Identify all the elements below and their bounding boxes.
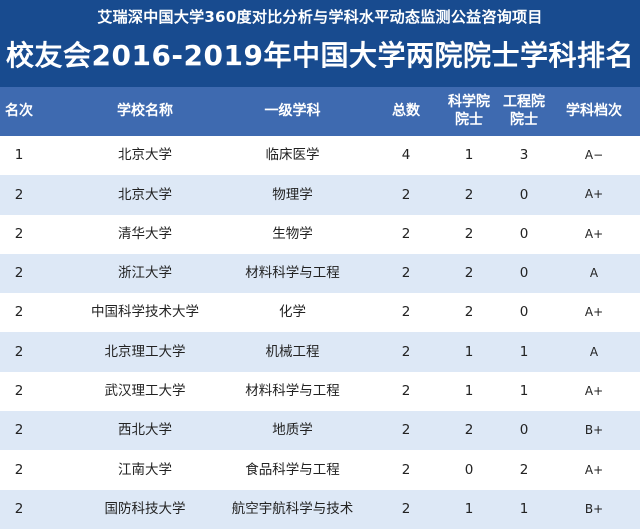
cell-school: 国防科技大学 [104, 500, 186, 517]
cell-grade: A− [584, 148, 604, 163]
header-total: 总数 [392, 102, 420, 119]
cell-cas: 1 [464, 382, 474, 399]
cell-rank: 2 [14, 225, 24, 242]
cell-grade: A+ [584, 226, 604, 241]
cell-cas: 1 [464, 343, 474, 360]
table-row: 2 国防科技大学 航空宇航科学与技术 2 1 1 B+ [0, 489, 640, 529]
cell-school: 中国科学技术大学 [91, 304, 199, 321]
cell-cae: 0 [519, 304, 529, 321]
header-cae: 工程院 院士 [503, 94, 545, 128]
cell-total: 2 [401, 461, 411, 478]
cell-grade: A+ [584, 305, 604, 320]
cell-rank: 2 [14, 422, 24, 439]
cell-rank: 2 [14, 461, 24, 478]
header-subject: 一级学科 [264, 102, 321, 119]
cell-cas: 2 [464, 422, 474, 439]
table-body: 1 北京大学 临床医学 4 1 3 A− 2 北京大学 物理学 2 2 0 A+… [0, 136, 640, 529]
cell-school: 北京大学 [118, 147, 172, 164]
cell-total: 2 [401, 343, 411, 360]
table-row: 2 西北大学 地质学 2 2 0 B+ [0, 411, 640, 451]
cell-grade: A [589, 344, 599, 359]
cell-subject: 材料科学与工程 [245, 382, 340, 399]
cell-subject: 材料科学与工程 [245, 265, 340, 282]
cell-subject: 地质学 [272, 422, 313, 439]
header-grade: 学科档次 [566, 102, 622, 119]
cell-cae: 0 [519, 265, 529, 282]
cell-cae: 0 [519, 422, 529, 439]
page-title: 校友会2016-2019年中国大学两院院士学科排名 [6, 39, 634, 72]
page-subtitle: 艾瑞深中国大学360度对比分析与学科水平动态监测公益咨询项目 [97, 8, 543, 26]
cell-subject: 生物学 [272, 225, 313, 242]
cell-total: 2 [401, 304, 411, 321]
cell-cae: 1 [519, 500, 529, 517]
cell-total: 2 [401, 265, 411, 282]
cell-school: 江南大学 [118, 461, 172, 478]
cell-cas: 1 [464, 147, 474, 164]
table-row: 1 北京大学 临床医学 4 1 3 A− [0, 136, 640, 176]
header-school: 学校名称 [117, 102, 173, 119]
cell-rank: 2 [14, 500, 24, 517]
cell-cas: 2 [464, 225, 474, 242]
cell-total: 2 [401, 382, 411, 399]
cell-rank: 2 [14, 265, 24, 282]
cell-cas: 0 [464, 461, 474, 478]
table-row: 2 武汉理工大学 材料科学与工程 2 1 1 A+ [0, 371, 640, 412]
cell-total: 4 [401, 147, 411, 164]
cell-cas: 2 [464, 186, 474, 203]
cell-cas: 1 [464, 500, 474, 517]
cell-total: 2 [401, 186, 411, 203]
header-cas: 科学院 院士 [448, 94, 490, 128]
cell-grade: A+ [584, 187, 604, 202]
cell-grade: A+ [584, 462, 604, 477]
table-row: 2 北京大学 物理学 2 2 0 A+ [0, 175, 640, 215]
cell-grade: B+ [584, 501, 604, 516]
cell-cae: 1 [519, 343, 529, 360]
table-row: 2 中国科学技术大学 化学 2 2 0 A+ [0, 293, 640, 333]
cell-rank: 2 [14, 304, 24, 321]
cell-rank: 2 [14, 382, 24, 399]
cell-grade: A [589, 266, 599, 281]
header-rank: 名次 [5, 102, 33, 119]
cell-total: 2 [401, 500, 411, 517]
table-row: 2 江南大学 食品科学与工程 2 0 2 A+ [0, 450, 640, 490]
cell-subject: 化学 [279, 304, 306, 321]
cell-cae: 0 [519, 225, 529, 242]
table-header: 名次 学校名称 一级学科 总数 科学院 院士 工程院 院士 学科档次 [0, 87, 640, 136]
cell-cae: 2 [519, 461, 529, 478]
cell-subject: 物理学 [272, 186, 313, 203]
cell-school: 西北大学 [118, 422, 172, 439]
cell-grade: B+ [584, 423, 604, 438]
cell-subject: 机械工程 [265, 343, 320, 360]
cell-total: 2 [401, 225, 411, 242]
cell-cae: 3 [519, 147, 529, 164]
cell-subject: 临床医学 [265, 147, 320, 164]
cell-cas: 2 [464, 304, 474, 321]
cell-school: 浙江大学 [118, 265, 172, 282]
cell-subject: 航空宇航科学与技术 [231, 500, 354, 517]
cell-school: 北京大学 [118, 186, 172, 203]
cell-total: 2 [401, 422, 411, 439]
cell-subject: 食品科学与工程 [245, 461, 340, 478]
cell-school: 武汉理工大学 [104, 382, 186, 399]
table-row: 2 北京理工大学 机械工程 2 1 1 A [0, 332, 640, 372]
table-row: 2 清华大学 生物学 2 2 0 A+ [0, 214, 640, 254]
cell-school: 北京理工大学 [104, 343, 186, 360]
cell-grade: A+ [584, 383, 604, 398]
cell-rank: 2 [14, 343, 24, 360]
cell-school: 清华大学 [118, 225, 172, 242]
table-row: 2 浙江大学 材料科学与工程 2 2 0 A [0, 253, 640, 294]
cell-cae: 0 [519, 186, 529, 203]
cell-cae: 1 [519, 382, 529, 399]
cell-cas: 2 [464, 265, 474, 282]
cell-rank: 1 [14, 147, 24, 164]
page-banner: 艾瑞深中国大学360度对比分析与学科水平动态监测公益咨询项目 校友会2016-2… [0, 0, 640, 87]
cell-rank: 2 [14, 186, 24, 203]
